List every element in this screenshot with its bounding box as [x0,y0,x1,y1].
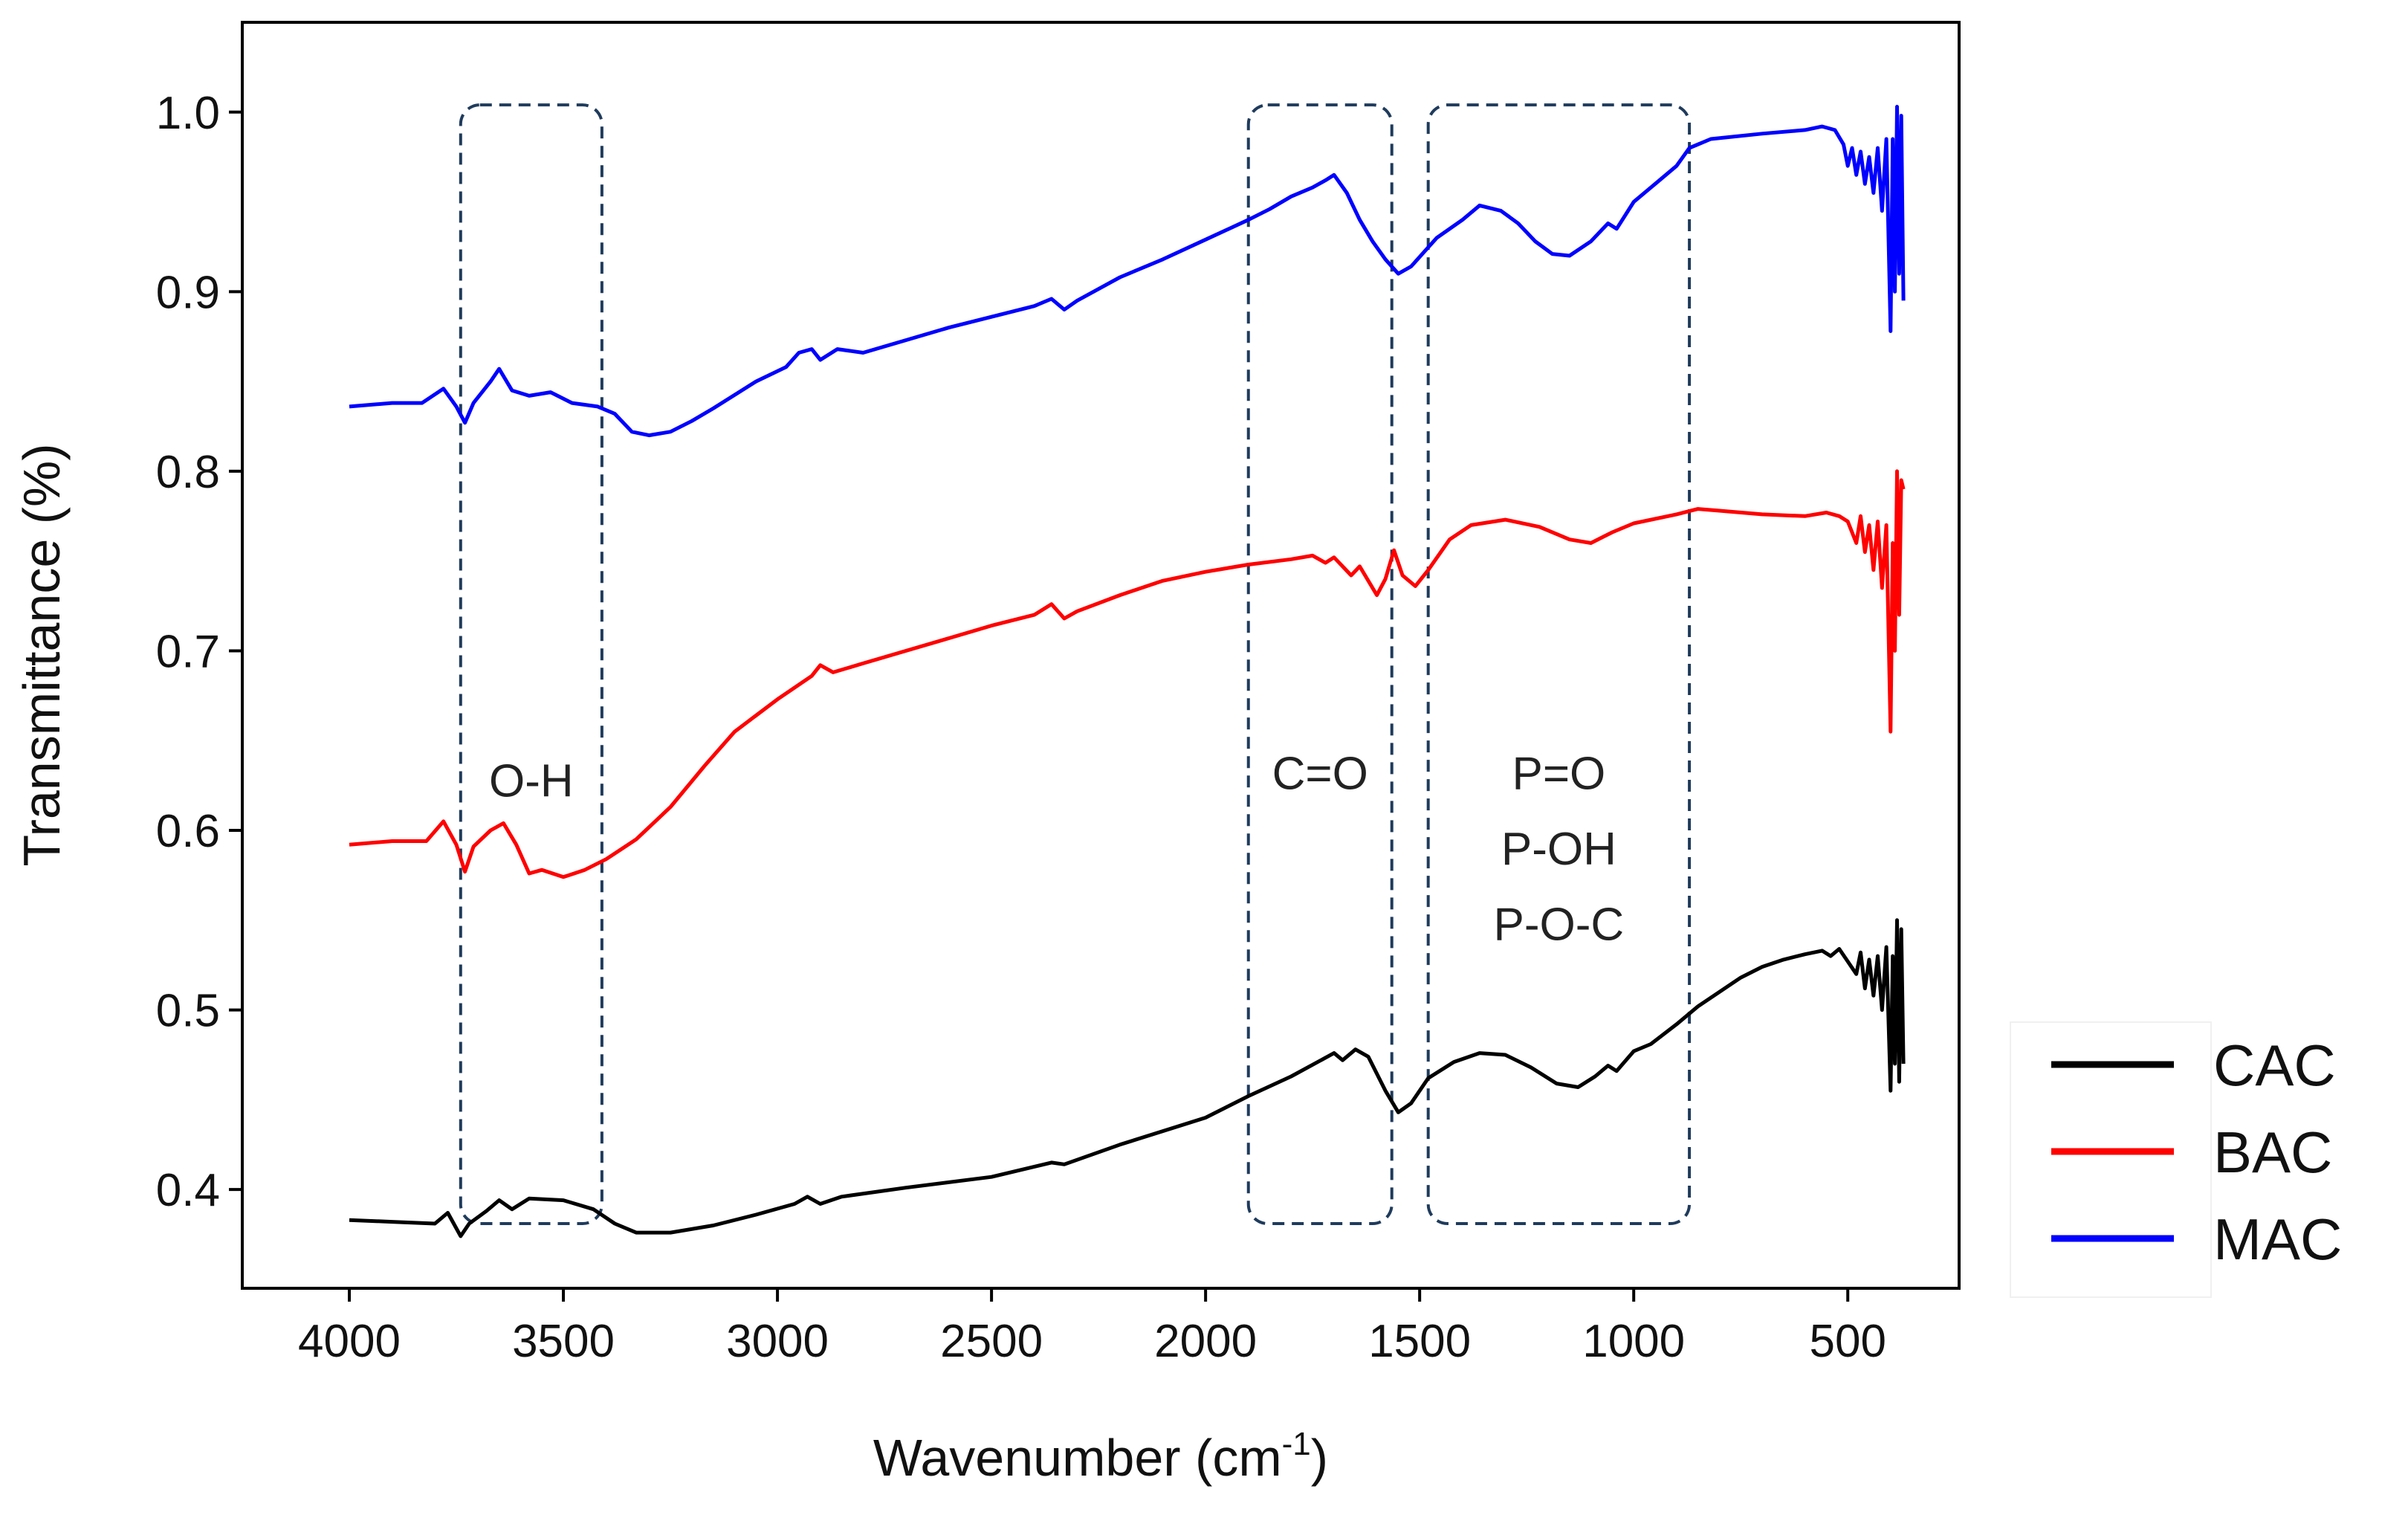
functional-group-regions: O-H C=O P=O P-OH P-O-C [459,103,1692,1226]
series-lines [349,105,1906,1238]
x-tick-label-1000: 1000 [1582,1316,1685,1367]
series-line-cac [349,918,1906,1238]
y-tick-label-0.8: 0.8 [156,447,220,498]
x-tick-label-500: 500 [1809,1316,1886,1367]
x-tick-label-3500: 3500 [512,1316,615,1367]
x-tick-label-2000: 2000 [1154,1316,1257,1367]
y-tick-label-0.9: 0.9 [156,267,220,318]
plot-frame [241,21,1961,1290]
x-axis-label-main: Wavenumber (cm [873,1429,1282,1487]
x-tick-label-1500: 1500 [1368,1316,1471,1367]
series-line-mac [349,105,1906,438]
region-box-2 [1246,103,1394,1226]
y-axis-ticks: 0.4 0.5 0.6 0.7 0.8 0.9 1.0 [156,88,242,1216]
legend-box [2010,1021,2212,1298]
region-box-1 [459,103,603,1226]
y-tick-label-0.5: 0.5 [156,986,220,1037]
region-box-3 [1426,103,1692,1226]
x-axis-label-close: ) [1311,1429,1328,1487]
x-axis-ticks: 4000 3500 3000 2500 2000 1500 1000 500 [298,1288,1886,1367]
x-axis-label: Wavenumber (cm-1) [873,1426,1328,1487]
legend-label-bac: BAC [2213,1120,2332,1185]
legend: CAC BAC MAC [2010,1021,2342,1298]
region-label-p-oh: P-OH [1501,824,1616,875]
y-tick-label-1.0: 1.0 [156,88,220,139]
region-label-p-o: P=O [1512,749,1605,800]
region-label-o-h: O-H [489,755,574,807]
series-line-bac [349,469,1906,879]
y-tick-label-0.4: 0.4 [156,1165,220,1216]
region-label-p-o-c: P-O-C [1494,899,1625,951]
x-tick-label-2500: 2500 [940,1316,1043,1367]
y-tick-label-0.6: 0.6 [156,806,220,857]
x-tick-label-3000: 3000 [726,1316,829,1367]
region-label-c-o: C=O [1272,749,1368,800]
x-axis-label-superscript: -1 [1282,1426,1311,1462]
y-tick-label-0.7: 0.7 [156,626,220,677]
legend-label-cac: CAC [2213,1033,2336,1098]
y-axis-label: Transmittance (%) [13,443,71,866]
x-tick-label-4000: 4000 [298,1316,401,1367]
legend-label-mac: MAC [2213,1206,2342,1272]
